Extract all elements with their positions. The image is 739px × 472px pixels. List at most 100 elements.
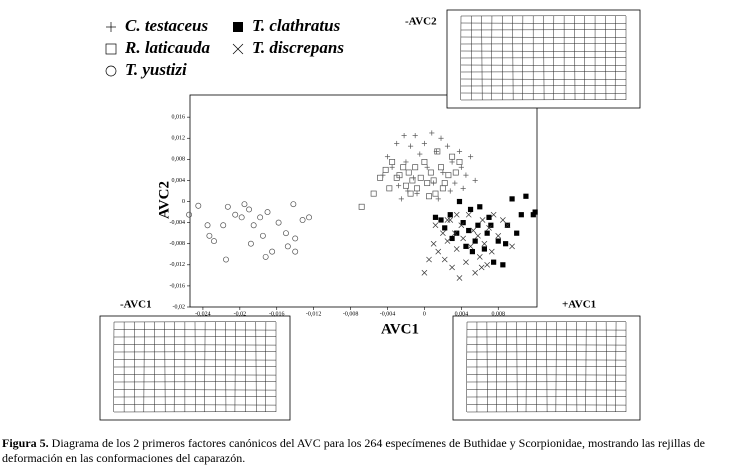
legend-marker: [105, 43, 117, 55]
marker-part: [491, 259, 497, 265]
point: [386, 185, 393, 192]
annotation: -AVC1: [120, 299, 152, 311]
marker-part: [518, 212, 524, 218]
marker-part: [284, 243, 291, 250]
point: [447, 188, 453, 194]
point: [275, 219, 282, 226]
point: [421, 140, 428, 147]
caption: Figura 5. Diagrama de los 2 primeros fac…: [2, 436, 737, 466]
point: [241, 201, 248, 208]
point: [444, 238, 451, 244]
deformation-grid-line: [113, 321, 115, 413]
x-tick-label: 0: [423, 311, 426, 317]
marker-part: [233, 22, 243, 32]
point: [382, 166, 389, 173]
legend-label: T. yustizi: [125, 60, 187, 79]
marker-part: [382, 166, 389, 173]
point: [523, 193, 529, 199]
point: [463, 243, 469, 249]
deformation-grid-line: [615, 321, 617, 413]
caption-label: Figura 5.: [2, 436, 49, 450]
point: [514, 230, 520, 236]
point: [479, 217, 486, 223]
point: [460, 185, 466, 191]
marker-part: [478, 264, 485, 271]
point: [481, 240, 488, 247]
point: [438, 135, 444, 141]
deformation-grid-line: [466, 321, 468, 413]
x-tick-label: -0,012: [306, 311, 322, 317]
deformation-grid-line: [460, 22, 627, 24]
point: [456, 275, 463, 281]
point: [370, 190, 377, 197]
deformation-grid-line: [113, 389, 277, 391]
marker-part: [530, 212, 536, 218]
point: [427, 169, 434, 176]
deformation-grid-line: [583, 15, 585, 101]
marker-part: [407, 190, 414, 197]
point: [377, 174, 384, 181]
marker-part: [481, 246, 487, 252]
point: [460, 235, 467, 242]
marker-part: [467, 206, 474, 213]
marker-part: [438, 217, 444, 223]
marker-part: [417, 174, 424, 181]
point: [500, 217, 506, 223]
marker-part: [405, 169, 412, 176]
marker-part: [204, 222, 211, 229]
marker-part: [495, 238, 501, 244]
point: [463, 172, 469, 178]
marker-part: [466, 227, 472, 234]
marker-part: [412, 164, 419, 171]
marker-part: [523, 193, 529, 199]
marker-part: [490, 211, 497, 218]
point: [284, 243, 291, 250]
point: [444, 217, 451, 223]
point: [211, 238, 217, 245]
marker-part: [452, 169, 459, 176]
point: [401, 133, 407, 139]
marker-part: [500, 217, 506, 223]
point: [449, 153, 456, 160]
point: [449, 159, 455, 165]
point: [495, 238, 501, 244]
marker-part: [453, 246, 460, 252]
marker-part: [486, 225, 492, 231]
point: [481, 246, 487, 252]
point: [442, 225, 448, 231]
point: [269, 248, 276, 255]
marker-part: [472, 269, 479, 276]
legend-marker: [232, 43, 244, 55]
point: [246, 206, 253, 213]
point: [486, 214, 492, 220]
marker-part: [456, 275, 463, 281]
point: [475, 232, 481, 239]
deformation-grid-line: [466, 359, 627, 361]
marker-part: [247, 240, 254, 247]
point: [467, 243, 474, 250]
deformation-grid-line: [614, 15, 616, 101]
legend-marker: [233, 22, 243, 32]
deformation-grid-line: [460, 15, 462, 101]
point: [466, 227, 472, 234]
marker-part: [262, 253, 269, 260]
point: [424, 180, 431, 187]
point: [532, 209, 538, 215]
marker-part: [452, 230, 458, 237]
point: [358, 203, 365, 210]
point: [444, 143, 451, 149]
deformation-grid-line: [255, 321, 257, 413]
point: [449, 264, 455, 271]
point: [445, 172, 452, 179]
marker-part: [467, 243, 474, 250]
marker-part: [458, 222, 465, 229]
point: [290, 201, 297, 208]
marker-part: [444, 217, 451, 223]
point: [456, 159, 463, 165]
marker-part: [504, 222, 511, 229]
point: [449, 235, 455, 242]
point: [477, 204, 483, 210]
marker-part: [400, 164, 407, 171]
marker-part: [484, 230, 490, 236]
